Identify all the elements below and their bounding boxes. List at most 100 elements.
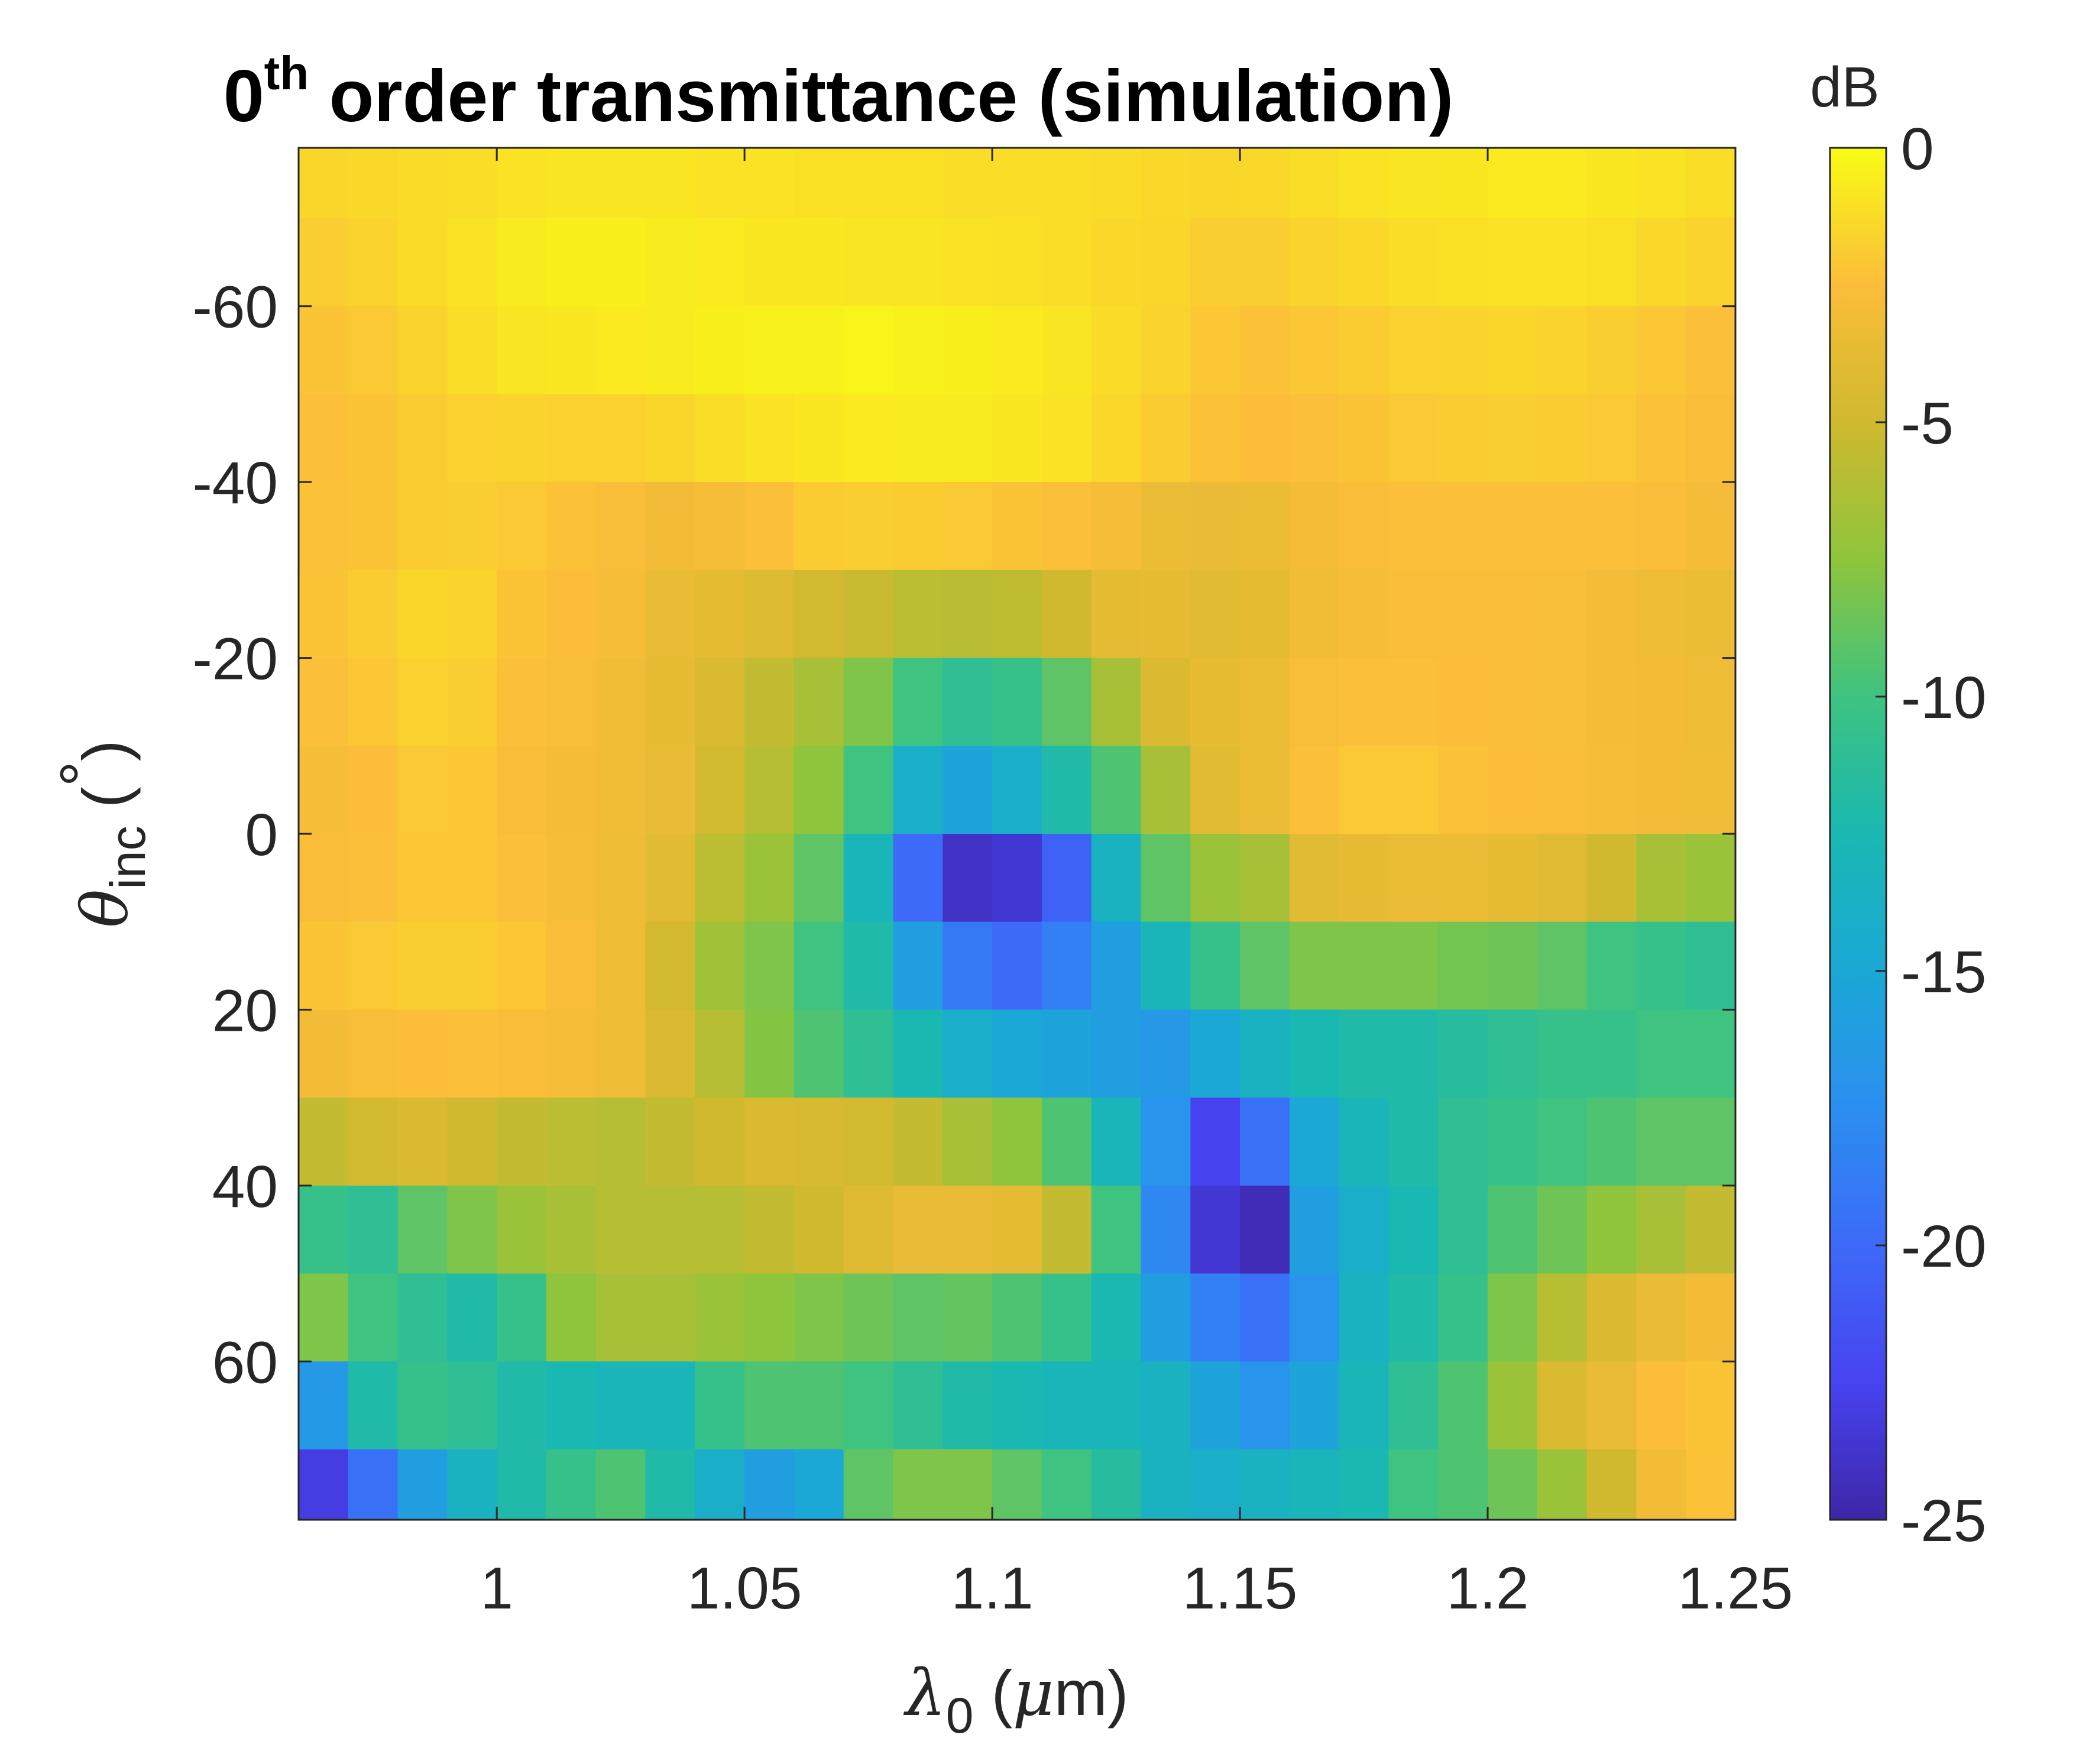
heatmap-cell <box>1289 746 1340 834</box>
heatmap-cell <box>1388 658 1439 747</box>
heatmap-cell <box>397 1449 448 1520</box>
heatmap-cell <box>348 658 399 747</box>
heatmap-cell <box>497 1361 547 1450</box>
heatmap-cell <box>943 1361 993 1450</box>
heatmap-cell <box>397 921 448 1011</box>
heatmap-cell <box>744 482 795 571</box>
heatmap-cell <box>1388 921 1439 1011</box>
heatmap-cell <box>1339 1185 1390 1274</box>
heatmap-cell <box>794 394 844 483</box>
heatmap-cell <box>1488 148 1538 219</box>
heatmap-cell <box>497 834 547 923</box>
heatmap-cell <box>447 218 497 307</box>
heatmap-cell <box>943 218 993 307</box>
heatmap-cell <box>1586 1009 1637 1098</box>
heatmap-cell <box>1041 1449 1092 1520</box>
title-superscript: th <box>264 47 309 99</box>
heatmap-cell <box>497 1098 547 1186</box>
heatmap-cell <box>893 921 944 1011</box>
heatmap-cell <box>1240 1098 1290 1186</box>
heatmap-cell <box>1091 1009 1142 1098</box>
heatmap-cell <box>744 746 795 834</box>
heatmap-cell <box>1190 569 1241 659</box>
y-tick-label: 40 <box>212 1154 278 1220</box>
heatmap-cell <box>1537 658 1588 747</box>
heatmap-cell <box>1488 746 1538 834</box>
heatmap-cell <box>595 482 646 571</box>
heatmap-cell <box>497 658 547 747</box>
heatmap-cell <box>1488 1185 1538 1274</box>
heatmap-cell <box>1240 148 1290 219</box>
heatmap-cell <box>943 482 993 571</box>
heatmap-cell <box>695 394 745 483</box>
heatmap-cell <box>397 569 448 659</box>
heatmap-cell <box>645 148 696 219</box>
heatmap-cell <box>1537 1185 1588 1274</box>
heatmap-cell <box>1686 218 1736 307</box>
heatmap-cell <box>1190 1273 1241 1362</box>
heatmap-cell <box>1091 921 1142 1011</box>
heatmap-cell <box>645 1449 696 1520</box>
heatmap-cell <box>1488 1098 1538 1186</box>
heatmap-cell <box>1141 1273 1191 1362</box>
heatmap-cell <box>348 306 399 395</box>
heatmap-cell <box>546 218 597 307</box>
heatmap-cell <box>1339 921 1390 1011</box>
heatmap-cell <box>447 1185 497 1274</box>
heatmap-cell <box>447 148 497 219</box>
heatmap-cell <box>1041 306 1092 395</box>
heatmap-cell <box>1388 1273 1439 1362</box>
heatmap-cell <box>744 394 795 483</box>
colorbar-tick-label: 0 <box>1901 116 1934 182</box>
heatmap-cell <box>843 1098 894 1186</box>
heatmap-cell <box>397 1361 448 1450</box>
heatmap-cell <box>348 1361 399 1450</box>
heatmap-cell <box>595 921 646 1011</box>
heatmap-cell <box>1289 658 1340 747</box>
colorbar-tick-label: -10 <box>1901 665 1987 731</box>
heatmap-cell <box>744 1449 795 1520</box>
heatmap-cell <box>794 1098 844 1186</box>
heatmap-cell <box>843 1185 894 1274</box>
heatmap-cell <box>1438 1361 1488 1450</box>
heatmap-cell <box>1586 921 1637 1011</box>
heatmap-cell <box>546 1009 597 1098</box>
heatmap-cell <box>744 1098 795 1186</box>
heatmap-cell <box>1537 482 1588 571</box>
heatmap-cell <box>893 218 944 307</box>
heatmap-cell <box>1438 746 1488 834</box>
heatmap-cell <box>893 148 944 219</box>
heatmap-cell <box>1041 658 1092 747</box>
heatmap-cell <box>1240 1361 1290 1450</box>
heatmap-cell <box>1190 1098 1241 1186</box>
heatmap-cell <box>595 1098 646 1186</box>
heatmap-cell <box>397 218 448 307</box>
heatmap-cell <box>645 658 696 747</box>
heatmap-cell <box>695 569 745 659</box>
heatmap-cell <box>595 306 646 395</box>
heatmap-cell <box>794 834 844 923</box>
x-tick-label: 1.2 <box>1447 1555 1529 1621</box>
heatmap-cell <box>893 834 944 923</box>
heatmap-cell <box>645 1273 696 1362</box>
x-label-unit-open: ( <box>974 1657 1013 1729</box>
heatmap-cell <box>1190 218 1241 307</box>
colorbar-ticks: 0 -5 -10 -15 -20 -25 <box>1876 116 1987 1554</box>
heatmap-cell <box>1686 1098 1736 1186</box>
heatmap-cell <box>595 1361 646 1450</box>
heatmap-cell <box>1537 1009 1588 1098</box>
heatmap-cell <box>1686 746 1736 834</box>
heatmap-cell <box>447 1273 497 1362</box>
heatmap-cell <box>1339 148 1390 219</box>
heatmap-cell <box>299 1449 349 1520</box>
heatmap-cell <box>1438 569 1488 659</box>
heatmap-cell <box>1636 921 1686 1011</box>
heatmap-cell <box>794 921 844 1011</box>
heatmap-cell <box>1686 1009 1736 1098</box>
heatmap-cell <box>794 569 844 659</box>
heatmap-cell <box>1586 1449 1637 1520</box>
heatmap-cell <box>1586 1273 1637 1362</box>
y-label-subscript: inc <box>100 826 156 889</box>
heatmap-cell <box>1289 148 1340 219</box>
heatmap-cell <box>1537 569 1588 659</box>
